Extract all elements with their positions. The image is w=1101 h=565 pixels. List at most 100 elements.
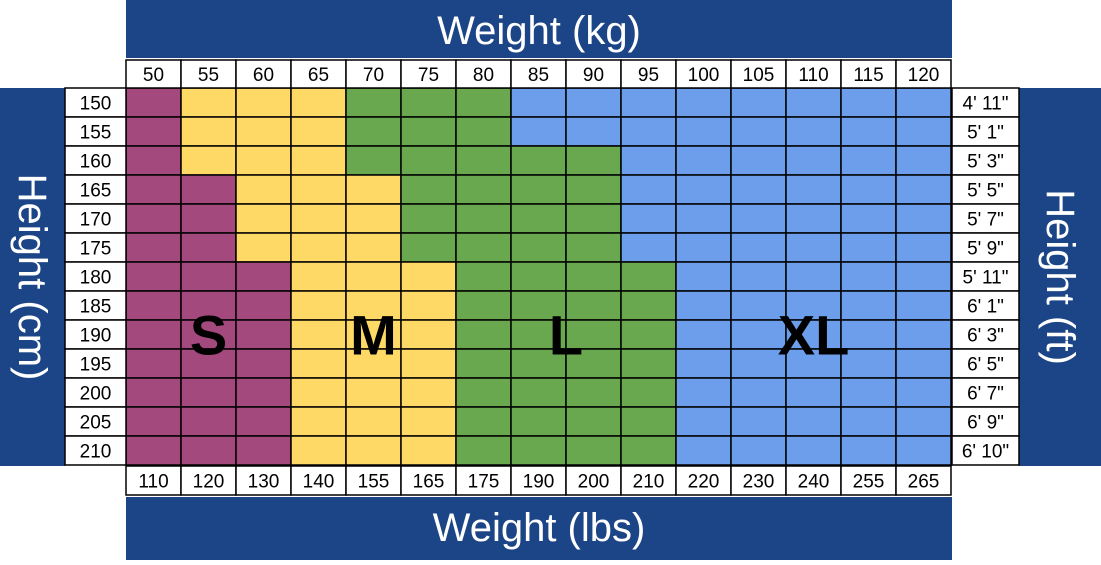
ft-tick-cell xyxy=(951,406,1020,437)
ft-tick-cell xyxy=(951,232,1020,263)
cm-tick-label: 205 xyxy=(80,413,112,434)
size-cell xyxy=(180,116,237,147)
size-cell xyxy=(895,261,952,292)
kg-tick-label: 110 xyxy=(798,65,828,86)
kg-tick-label: 105 xyxy=(743,65,775,86)
size-cell xyxy=(785,174,842,205)
ft-tick-label: 6' 3" xyxy=(967,326,1004,347)
ft-tick-cell xyxy=(951,174,1020,205)
kg-tick-label: 90 xyxy=(583,65,604,86)
lbs-tick-label: 130 xyxy=(248,472,280,493)
ft-tick-label: 5' 5" xyxy=(967,181,1004,202)
size-cell xyxy=(400,348,457,379)
kg-tick-cell xyxy=(675,59,732,89)
lbs-tick-cell xyxy=(895,465,952,496)
size-cell xyxy=(345,290,402,321)
weight-lbs-title: Weight (lbs) xyxy=(432,506,646,550)
size-cell xyxy=(620,261,677,292)
size-cell xyxy=(510,87,567,118)
size-cell xyxy=(620,232,677,263)
size-cell xyxy=(565,87,622,118)
size-cell xyxy=(290,406,347,437)
size-cell xyxy=(785,319,842,350)
size-cell xyxy=(620,377,677,408)
height-cm-sidebar: Height (cm) xyxy=(0,88,65,466)
size-cell xyxy=(455,261,512,292)
cm-tick-label: 150 xyxy=(80,94,112,115)
size-cell xyxy=(620,203,677,234)
lbs-tick-label: 155 xyxy=(358,472,390,493)
size-cell xyxy=(235,290,292,321)
kg-tick-label: 115 xyxy=(853,65,883,86)
size-label-l: L xyxy=(549,304,583,367)
ft-tick-label: 6' 1" xyxy=(967,297,1004,318)
size-cell xyxy=(125,348,182,379)
size-cell xyxy=(895,348,952,379)
ft-tick-label: 5' 7" xyxy=(967,210,1004,231)
cm-tick-cell xyxy=(64,348,127,379)
size-cell xyxy=(620,348,677,379)
size-cell xyxy=(730,319,787,350)
size-cell xyxy=(785,145,842,176)
size-cell xyxy=(235,406,292,437)
size-cell xyxy=(345,261,402,292)
size-cell xyxy=(180,261,237,292)
size-cell xyxy=(895,87,952,118)
kg-tick-cell xyxy=(400,59,457,89)
size-cell xyxy=(565,174,622,205)
size-cell xyxy=(235,435,292,466)
size-cell xyxy=(675,348,732,379)
size-cell xyxy=(510,203,567,234)
size-cell xyxy=(345,203,402,234)
height-ft-sidebar: Height (ft) xyxy=(1019,88,1101,466)
size-cell xyxy=(565,261,622,292)
size-cell xyxy=(895,145,952,176)
size-cell xyxy=(125,203,182,234)
lbs-tick-label: 120 xyxy=(193,472,225,493)
cm-tick-label: 210 xyxy=(80,442,112,463)
size-cell xyxy=(840,435,897,466)
size-cell xyxy=(785,435,842,466)
size-cell xyxy=(455,87,512,118)
lbs-tick-cell xyxy=(785,465,842,496)
ft-tick-cell xyxy=(951,348,1020,379)
size-cell xyxy=(400,377,457,408)
size-cell xyxy=(180,406,237,437)
size-cell xyxy=(840,261,897,292)
size-cell xyxy=(290,435,347,466)
size-cell xyxy=(235,174,292,205)
size-cell xyxy=(455,232,512,263)
size-cell xyxy=(235,261,292,292)
size-cell xyxy=(730,406,787,437)
lbs-tick-label: 265 xyxy=(908,472,940,493)
lbs-tick-cell xyxy=(235,465,292,496)
size-cell xyxy=(345,435,402,466)
size-cell xyxy=(675,116,732,147)
size-cell xyxy=(785,203,842,234)
size-cell xyxy=(620,290,677,321)
lbs-tick-cell xyxy=(675,465,732,496)
size-cell xyxy=(400,290,457,321)
size-cell xyxy=(675,203,732,234)
size-cell xyxy=(730,174,787,205)
size-cell xyxy=(345,145,402,176)
size-cell xyxy=(345,174,402,205)
cm-tick-label: 180 xyxy=(80,268,112,289)
size-cell xyxy=(840,145,897,176)
size-cell xyxy=(895,435,952,466)
size-cell xyxy=(125,145,182,176)
size-cell xyxy=(290,232,347,263)
size-cell xyxy=(235,348,292,379)
size-label-s: S xyxy=(190,304,227,367)
cm-tick-cell xyxy=(64,319,127,350)
kg-tick-label: 100 xyxy=(688,65,720,86)
cm-tick-label: 190 xyxy=(80,326,112,347)
kg-tick-cell xyxy=(510,59,567,89)
lbs-tick-label: 175 xyxy=(468,472,500,493)
size-cell xyxy=(345,348,402,379)
size-cell xyxy=(895,406,952,437)
cm-tick-label: 200 xyxy=(80,384,112,405)
lbs-tick-cell xyxy=(345,465,402,496)
size-cell xyxy=(730,87,787,118)
size-cell xyxy=(785,116,842,147)
